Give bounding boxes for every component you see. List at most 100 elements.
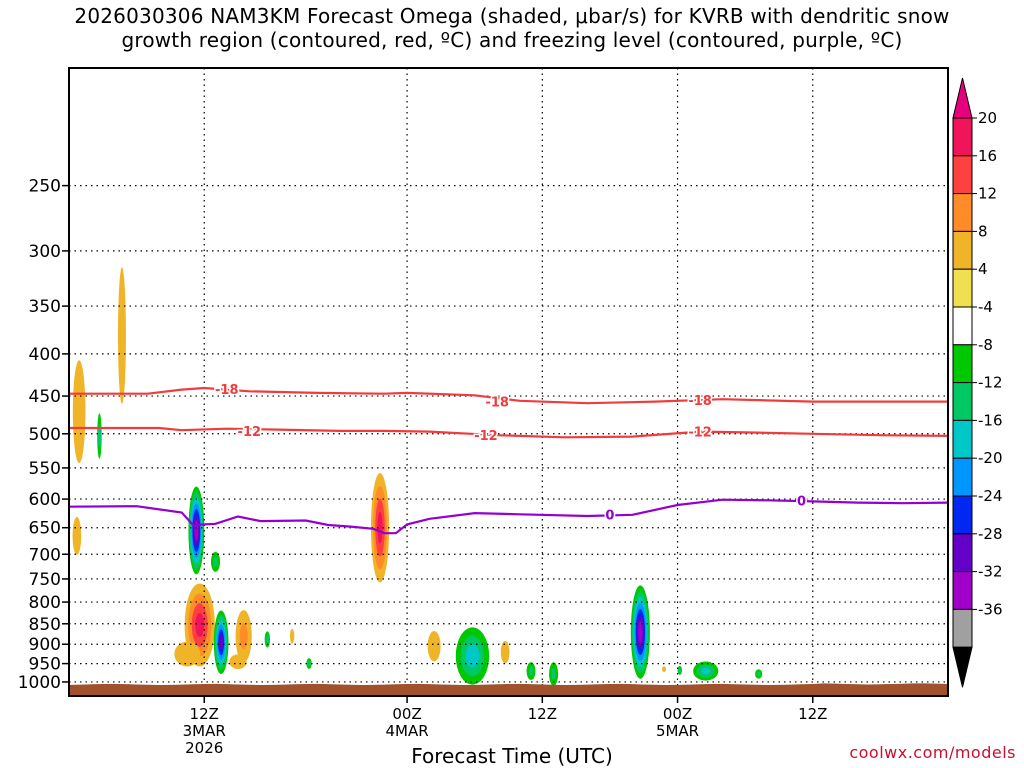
x-axis-title: Forecast Time (UTC) — [411, 744, 613, 768]
omega-blob-level — [72, 360, 86, 463]
omega-blob-level — [265, 635, 270, 644]
colorbar-label: 12 — [978, 185, 997, 203]
omega-blob-level — [219, 634, 224, 651]
omega-blob-level — [500, 640, 510, 664]
colorbar-label: -20 — [978, 449, 1003, 467]
colorbar-label: -24 — [978, 487, 1003, 505]
colorbar-swatch — [952, 457, 973, 497]
contour-label: -12 — [474, 429, 498, 444]
y-axis: 2503003504004505005506006507007508008509… — [18, 177, 69, 693]
omega-blob-level — [174, 641, 201, 667]
colorbar: 20 16 12 8 4 -4 -8 -12 -16 -20 -24 -28 -32 -36 — [952, 77, 1003, 688]
omega-blob — [213, 610, 229, 674]
omega-blob — [526, 662, 536, 680]
omega-blob-level — [117, 267, 126, 404]
y-tick-label: 450 — [29, 387, 61, 407]
omega-blob — [72, 516, 82, 555]
omega-blob — [549, 662, 559, 686]
omega-blob — [72, 360, 86, 463]
omega-blob-level — [377, 511, 383, 544]
contour-label: -18 — [688, 394, 712, 409]
y-tick-label: 900 — [29, 635, 61, 655]
chart-title-line1: 2026030306 NAM3KM Forecast Omega (shaded… — [74, 4, 950, 28]
ground-surface — [69, 683, 948, 696]
omega-blob — [235, 610, 252, 663]
contour-label: -12 — [238, 425, 262, 440]
omega-blob — [630, 585, 650, 679]
omega-shading — [72, 267, 763, 686]
chart-title: 2026030306 NAM3KM Forecast Omega (shaded… — [0, 4, 1024, 52]
omega-blob-level — [289, 628, 295, 644]
ground-bar — [69, 683, 948, 696]
contour-line — [69, 498, 948, 535]
omega-blob — [677, 665, 683, 675]
x-tick-label: 00Z — [663, 705, 692, 723]
colorbar-label: 4 — [978, 260, 988, 278]
chart-title-line2: growth region (contoured, red, ºC) and f… — [121, 28, 903, 52]
contour-label: -18 — [485, 396, 509, 411]
colorbar-lower-arrow — [952, 646, 973, 688]
y-tick-label: 400 — [29, 345, 61, 365]
contour-label: 0 — [605, 508, 614, 523]
omega-blob-level — [528, 666, 534, 676]
omega-blob-level — [239, 623, 248, 650]
y-tick-label: 300 — [29, 242, 61, 262]
colorbar-swatch — [952, 193, 973, 232]
x-tick-label: 00Z — [392, 705, 421, 723]
x-tick-label: 5MAR — [656, 722, 699, 740]
omega-blob — [755, 669, 763, 679]
omega-blob — [289, 628, 295, 644]
omega-blob-level — [677, 668, 682, 673]
y-tick-label: 350 — [29, 297, 61, 317]
omega-blob-level — [551, 668, 556, 680]
colorbar-label: 16 — [978, 147, 997, 165]
y-tick-label: 800 — [29, 593, 61, 613]
y-tick-label: 500 — [29, 425, 61, 445]
omega-blob-level — [229, 654, 247, 669]
omega-blob — [427, 631, 441, 662]
x-tick-label: 12Z — [190, 705, 219, 723]
y-tick-label: 700 — [29, 545, 61, 565]
y-tick-label: 850 — [29, 615, 61, 635]
y-tick-label: 600 — [29, 490, 61, 510]
contour-label: 0 — [797, 494, 806, 509]
omega-blob — [500, 640, 510, 664]
y-tick-label: 950 — [29, 655, 61, 675]
colorbar-swatch — [952, 268, 973, 308]
colorbar-upper-arrow — [952, 77, 973, 119]
y-tick-label: 1000 — [18, 673, 61, 693]
omega-blob — [174, 641, 201, 667]
contour-label: -12 — [688, 426, 712, 441]
omega-blob-level — [638, 621, 643, 644]
contour-lines: -18 -18 -18 -12 -12 -12 0 0 — [69, 381, 948, 535]
colorbar-swatch — [952, 230, 973, 270]
colorbar-label: -8 — [978, 336, 993, 354]
colorbar-swatch — [952, 344, 973, 384]
omega-blob — [117, 267, 126, 404]
x-tick-label: 4MAR — [385, 722, 428, 740]
y-tick-label: 550 — [29, 459, 61, 479]
omega-blob — [97, 413, 102, 459]
colorbar-label: -36 — [978, 600, 1003, 618]
x-tick-label: 12Z — [798, 705, 827, 723]
omega-blob — [188, 486, 205, 575]
colorbar-swatch — [952, 571, 973, 610]
omega-blob — [229, 654, 247, 669]
omega-blob-level — [213, 556, 218, 567]
y-tick-label: 250 — [29, 177, 61, 197]
colorbar-label: 8 — [978, 222, 988, 240]
omega-blob — [264, 631, 271, 648]
colorbar-label: 20 — [978, 109, 997, 127]
omega-blob — [662, 666, 667, 673]
x-tick-label: 3MAR — [183, 722, 226, 740]
omega-blob — [370, 473, 390, 583]
omega-blob-level — [97, 424, 102, 448]
omega-blob — [210, 551, 221, 572]
omega-blob-level — [195, 613, 205, 638]
colorbar-label: -4 — [978, 298, 993, 316]
colorbar-swatch — [952, 117, 973, 157]
omega-blob-level — [194, 520, 199, 541]
colorbar-swatch — [952, 495, 973, 535]
